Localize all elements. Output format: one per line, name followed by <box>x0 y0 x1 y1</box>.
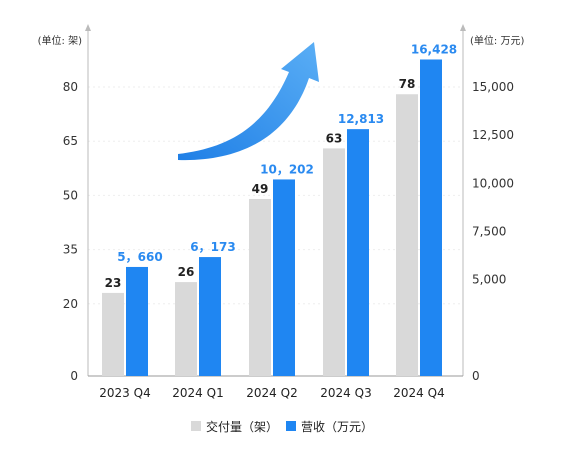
bar-deliveries <box>249 198 271 376</box>
left-axis-arrowhead <box>85 24 91 31</box>
category-label: 2024 Q3 <box>320 386 371 400</box>
bar-deliveries <box>323 148 345 376</box>
right-tick-label: 10,000 <box>472 176 514 190</box>
data-label-deliveries: 23 <box>105 276 122 290</box>
bar-revenue <box>273 179 295 376</box>
left-tick-label: 20 <box>63 297 78 311</box>
data-label-deliveries: 49 <box>252 182 269 196</box>
bar-revenue <box>126 266 148 376</box>
bar-deliveries <box>396 94 418 376</box>
data-label-revenue: 16,428 <box>411 42 457 56</box>
data-label-deliveries: 78 <box>399 77 416 91</box>
left-tick-label: 80 <box>63 80 78 94</box>
category-label: 2024 Q1 <box>172 386 223 400</box>
category-labels: 2023 Q4 2024 Q1 2024 Q2 2024 Q3 2024 Q4 <box>99 386 444 400</box>
right-axis-unit-label: (单位: 万元) <box>470 34 524 47</box>
data-label-revenue: 5，660 <box>117 250 162 264</box>
legend-label-deliveries: 交付量（架） <box>206 419 278 434</box>
right-tick-label: 7,500 <box>472 225 506 239</box>
bar-labels-layer: 23 5，660 26 6，173 49 10，202 63 12,813 78 16,428 <box>105 42 458 289</box>
bar-deliveries <box>175 282 197 376</box>
legend-swatch-deliveries <box>191 421 201 431</box>
bars-layer <box>102 59 442 376</box>
left-tick-label: 0 <box>70 369 78 383</box>
category-label: 2024 Q4 <box>393 386 444 400</box>
right-tick-label: 0 <box>472 369 480 383</box>
left-tick-label: 50 <box>63 188 78 202</box>
legend-label-revenue: 营收（万元） <box>301 420 373 434</box>
category-label: 2023 Q4 <box>99 386 150 400</box>
bar-revenue <box>199 257 221 376</box>
bar-revenue <box>347 129 369 376</box>
left-tick-label: 65 <box>63 134 78 148</box>
data-label-revenue: 6，173 <box>190 240 235 254</box>
data-label-revenue: 10，202 <box>260 162 314 176</box>
left-axis-ticks: 0 20 35 50 65 80 <box>63 80 78 383</box>
data-label-deliveries: 63 <box>326 131 343 145</box>
right-axis-ticks: 0 5,000 7,500 10,000 12,500 15,000 <box>472 80 514 383</box>
left-axis-unit-label: (单位: 架) <box>38 34 82 47</box>
trend-arrow-icon <box>178 42 319 161</box>
right-axis-arrowhead <box>460 24 466 31</box>
right-tick-label: 5,000 <box>472 273 506 287</box>
legend: 交付量（架） 营收（万元） <box>191 419 373 434</box>
bar-revenue <box>420 59 442 376</box>
right-tick-label: 15,000 <box>472 80 514 94</box>
legend-swatch-revenue <box>286 421 296 431</box>
data-label-deliveries: 26 <box>178 265 195 279</box>
left-tick-label: 35 <box>63 243 78 257</box>
data-label-revenue: 12,813 <box>338 112 384 126</box>
right-tick-label: 12,500 <box>472 128 514 142</box>
bar-deliveries <box>102 292 124 376</box>
category-label: 2024 Q2 <box>246 386 297 400</box>
